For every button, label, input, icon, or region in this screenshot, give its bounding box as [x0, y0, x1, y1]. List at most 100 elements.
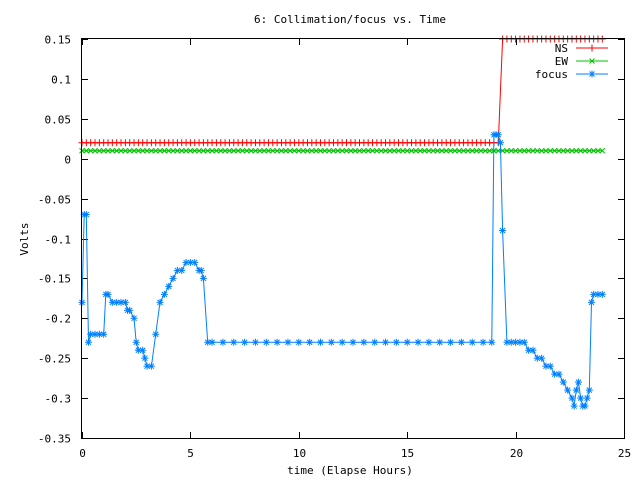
data-point — [430, 147, 437, 154]
data-point — [588, 70, 596, 78]
data-point — [262, 338, 270, 346]
data-point — [239, 147, 246, 154]
data-point — [139, 147, 146, 154]
data-point — [391, 147, 398, 154]
data-point — [113, 147, 120, 154]
data-point — [274, 147, 280, 154]
data-point — [504, 147, 510, 154]
data-point — [425, 338, 433, 346]
data-point — [408, 147, 415, 154]
data-point — [269, 147, 276, 154]
series-ns — [78, 35, 606, 147]
data-point — [243, 147, 250, 154]
data-point — [360, 338, 368, 346]
data-point — [139, 346, 147, 354]
data-point — [512, 147, 519, 154]
data-point — [251, 338, 259, 346]
data-point — [577, 147, 584, 154]
data-point — [457, 338, 465, 346]
data-point — [152, 147, 159, 154]
data-point — [278, 147, 285, 154]
data-point — [339, 147, 346, 154]
data-point — [200, 147, 207, 154]
data-point — [598, 290, 606, 298]
data-point — [109, 147, 116, 154]
data-point — [100, 147, 107, 154]
data-point — [525, 346, 533, 354]
data-point — [261, 147, 267, 154]
y-tick-label: 0.05 — [45, 114, 72, 127]
data-point — [486, 147, 493, 154]
data-point — [452, 147, 458, 154]
data-point — [178, 266, 186, 274]
data-point — [559, 378, 567, 386]
data-point — [183, 147, 189, 154]
data-point — [265, 147, 272, 154]
data-point — [556, 147, 562, 154]
data-point — [517, 147, 523, 154]
data-point — [126, 147, 133, 154]
data-point — [568, 394, 576, 402]
data-point — [387, 147, 393, 154]
data-point — [82, 211, 90, 219]
data-point — [187, 147, 194, 154]
data-point — [204, 147, 211, 154]
data-point — [300, 147, 306, 154]
data-point — [131, 147, 137, 154]
data-point — [400, 147, 406, 154]
data-point — [582, 147, 588, 154]
data-point — [197, 266, 205, 274]
data-point — [143, 362, 151, 370]
data-point — [87, 147, 94, 154]
data-point — [313, 147, 319, 154]
data-point — [241, 338, 249, 346]
data-point — [235, 147, 241, 154]
data-point — [144, 147, 150, 154]
y-tick-label: -0.05 — [38, 194, 71, 207]
x-axis-label: time (Elapse Hours) — [287, 464, 413, 477]
data-point — [588, 44, 596, 52]
data-point — [447, 147, 454, 154]
data-point — [186, 258, 194, 266]
data-point — [147, 362, 155, 370]
data-point — [191, 258, 199, 266]
data-point — [573, 147, 580, 154]
x-tick-label: 20 — [510, 447, 523, 460]
y-tick-label: -0.35 — [38, 433, 71, 446]
x-tick-label: 15 — [401, 447, 414, 460]
data-point — [178, 147, 185, 154]
data-point — [152, 330, 160, 338]
data-point — [273, 338, 281, 346]
data-point — [219, 338, 227, 346]
data-point — [209, 147, 215, 154]
data-point — [295, 338, 303, 346]
data-point — [547, 147, 554, 154]
data-point — [130, 314, 138, 322]
data-point — [308, 147, 315, 154]
data-point — [126, 306, 134, 314]
x-tick-label: 0 — [79, 447, 86, 460]
data-point — [284, 338, 292, 346]
data-point — [564, 147, 571, 154]
data-point — [551, 370, 559, 378]
data-point — [360, 147, 367, 154]
data-point — [521, 147, 528, 154]
data-point — [132, 338, 140, 346]
data-point — [585, 386, 593, 394]
data-point — [104, 290, 112, 298]
data-point — [316, 338, 324, 346]
data-point — [577, 394, 585, 402]
series-ew — [79, 147, 606, 154]
data-point — [252, 147, 259, 154]
data-point — [564, 386, 572, 394]
data-point — [83, 147, 90, 154]
data-point — [520, 338, 528, 346]
data-point — [304, 147, 311, 154]
data-point — [426, 147, 432, 154]
data-point — [586, 147, 593, 154]
data-point — [282, 147, 289, 154]
data-point — [417, 147, 424, 154]
data-point — [392, 338, 400, 346]
data-point — [148, 147, 155, 154]
